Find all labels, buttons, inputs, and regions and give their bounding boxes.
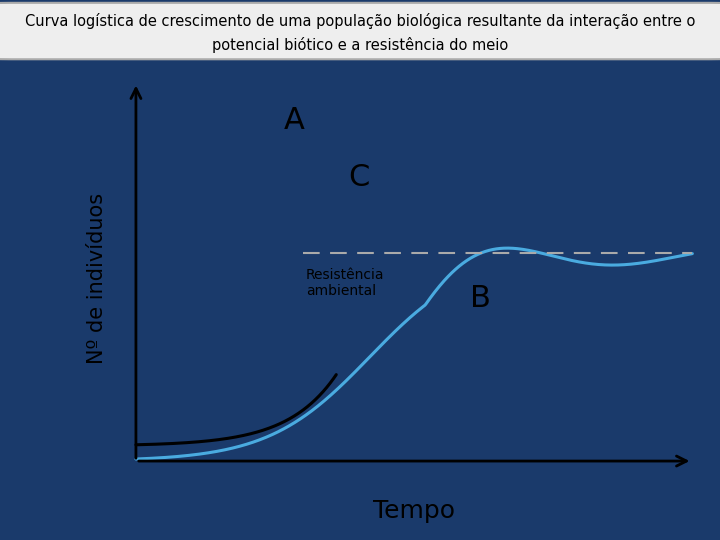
Text: B: B bbox=[470, 284, 491, 313]
Text: Resistência
ambiental: Resistência ambiental bbox=[306, 268, 384, 298]
Text: C: C bbox=[348, 163, 369, 192]
Text: potencial biótico e a resistência do meio: potencial biótico e a resistência do mei… bbox=[212, 37, 508, 53]
FancyBboxPatch shape bbox=[0, 3, 720, 59]
Text: Curva logística de crescimento de uma população biológica resultante da interaçã: Curva logística de crescimento de uma po… bbox=[24, 13, 696, 29]
Text: Tempo: Tempo bbox=[373, 499, 455, 523]
Text: Nº de indivíduos: Nº de indivíduos bbox=[86, 193, 107, 363]
Text: A: A bbox=[284, 106, 305, 135]
